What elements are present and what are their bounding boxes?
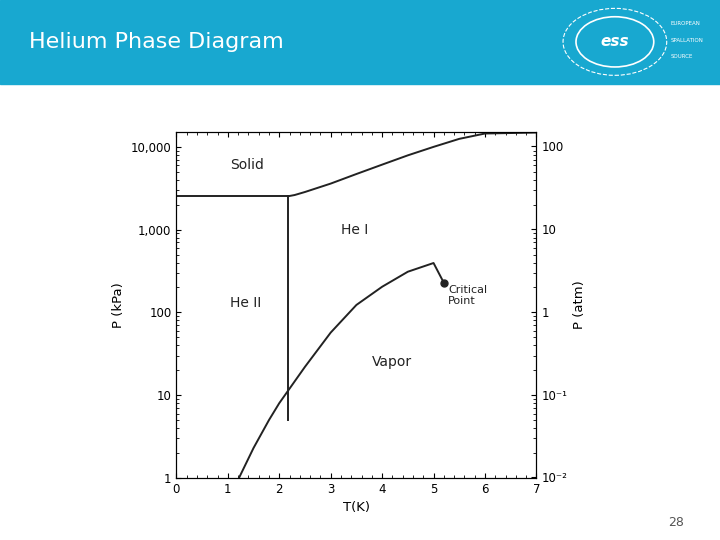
- Text: Solid: Solid: [230, 158, 264, 172]
- Y-axis label: P (atm): P (atm): [573, 281, 586, 329]
- Text: Critical
Point: Critical Point: [448, 285, 487, 306]
- Text: SOURCE: SOURCE: [670, 55, 693, 59]
- Circle shape: [576, 17, 654, 67]
- Text: Vapor: Vapor: [372, 355, 412, 369]
- Text: He I: He I: [341, 222, 368, 237]
- Text: SPALLATION: SPALLATION: [670, 38, 703, 43]
- X-axis label: T(K): T(K): [343, 501, 370, 514]
- Y-axis label: P (kPa): P (kPa): [112, 282, 125, 328]
- Text: ess: ess: [600, 35, 629, 49]
- Text: Helium Phase Diagram: Helium Phase Diagram: [29, 32, 284, 52]
- Text: 28: 28: [668, 516, 684, 529]
- Text: He II: He II: [230, 296, 261, 310]
- Text: EUROPEAN: EUROPEAN: [670, 21, 701, 26]
